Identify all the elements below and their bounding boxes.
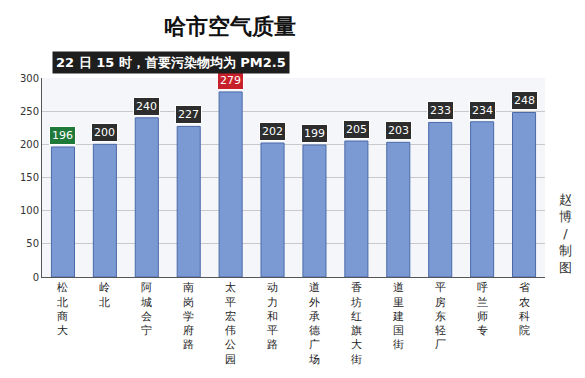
svg-text:动力和平路: 动力和平路 <box>267 281 278 351</box>
svg-text:200: 200 <box>94 126 115 139</box>
svg-text:哈市空气质量: 哈市空气质量 <box>164 14 296 39</box>
svg-text:196: 196 <box>52 129 73 142</box>
svg-text:150: 150 <box>20 172 39 183</box>
svg-text:道外承德广场: 道外承德广场 <box>308 281 320 366</box>
svg-text:227: 227 <box>178 108 199 121</box>
svg-text:22 日 15 时，首要污染物均为 PM2.5: 22 日 15 时，首要污染物均为 PM2.5 <box>56 55 286 70</box>
svg-text:太平宏伟公园: 太平宏伟公园 <box>225 281 236 366</box>
svg-text:呼兰师专: 呼兰师专 <box>477 281 488 337</box>
svg-text:234: 234 <box>472 104 493 117</box>
svg-text:香坊红旗大街: 香坊红旗大街 <box>350 281 362 366</box>
svg-text:279: 279 <box>220 74 241 87</box>
svg-text:300: 300 <box>20 73 39 84</box>
svg-text:202: 202 <box>262 125 283 138</box>
svg-text:阿城会宁: 阿城会宁 <box>140 281 152 337</box>
svg-text:岭北: 岭北 <box>99 281 110 308</box>
svg-text:203: 203 <box>388 124 409 137</box>
svg-text:50: 50 <box>26 238 39 249</box>
svg-text:199: 199 <box>304 127 325 140</box>
svg-text:233: 233 <box>430 104 451 117</box>
svg-text:240: 240 <box>136 100 157 113</box>
svg-text:省农科院: 省农科院 <box>519 281 530 337</box>
svg-text:道里建国街: 道里建国街 <box>392 281 404 351</box>
svg-text:0: 0 <box>33 272 39 283</box>
svg-text:松北商大: 松北商大 <box>57 281 68 337</box>
svg-text:平房东轻厂: 平房东轻厂 <box>435 281 446 351</box>
svg-text:250: 250 <box>20 106 39 117</box>
svg-text:南岗学府路: 南岗学府路 <box>183 281 194 351</box>
svg-text:205: 205 <box>346 123 367 136</box>
svg-text:100: 100 <box>20 205 39 216</box>
svg-text:200: 200 <box>20 139 39 150</box>
svg-text:赵博/制图: 赵博/制图 <box>559 192 572 275</box>
svg-text:248: 248 <box>514 94 535 107</box>
